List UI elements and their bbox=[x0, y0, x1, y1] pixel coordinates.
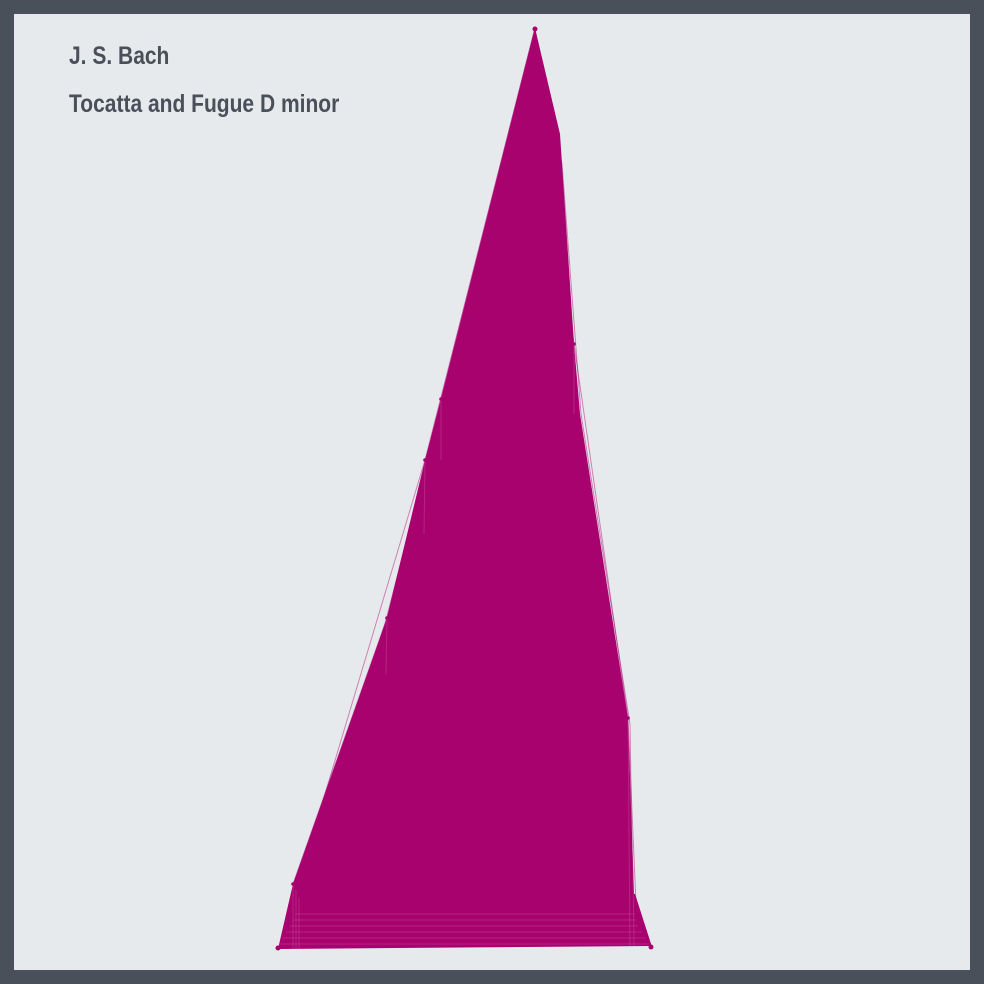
composer-name: J. S. Bach bbox=[69, 42, 170, 70]
piece-title: Tocatta and Fugue D minor bbox=[69, 90, 340, 118]
poster-canvas: J. S. Bach Tocatta and Fugue D minor bbox=[14, 14, 970, 970]
tail-strand bbox=[633, 893, 652, 948]
base-strands bbox=[278, 342, 650, 949]
waveform-art bbox=[275, 26, 654, 951]
vertex-dots bbox=[275, 26, 654, 951]
spike-shape bbox=[278, 28, 650, 949]
